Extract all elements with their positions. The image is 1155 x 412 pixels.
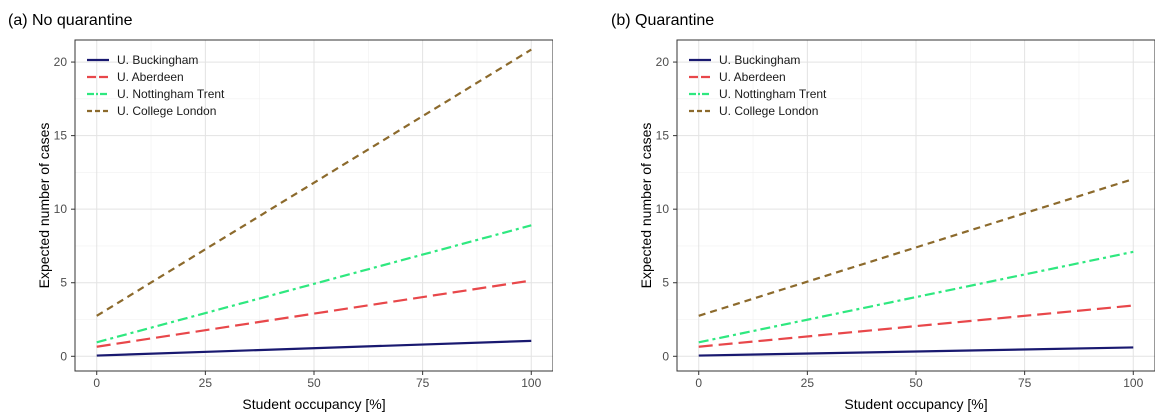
x-tick-label: 25	[199, 376, 213, 390]
series-line-u-aberdeen	[96, 279, 532, 348]
y-tick-label: 10	[54, 202, 68, 216]
x-tick-label: 50	[909, 376, 923, 390]
y-axis-label: Expected number of cases	[36, 123, 52, 289]
legend-label: U. Nottingham Trent	[719, 87, 827, 101]
y-tick-label: 15	[656, 129, 670, 143]
x-tick-label: 75	[416, 376, 430, 390]
series-line-u-aberdeen	[698, 304, 1134, 348]
x-axis-label: Student occupancy [%]	[242, 396, 385, 412]
x-tick-label: 100	[1123, 376, 1143, 390]
chart-quarantine: 0 5 10 15 20 0 25 50 75 100 U. Buckingham U. Aberde…	[638, 39, 1155, 412]
x-tick-label: 0	[695, 376, 702, 390]
panel-b-title: (b) Quarantine	[611, 12, 715, 29]
panel-border	[74, 39, 553, 372]
series-line-u-nottingham-trent	[96, 224, 532, 344]
y-tick-label: 0	[662, 349, 669, 363]
legend-label: U. College London	[117, 104, 216, 118]
legend-label: U. Aberdeen	[117, 70, 184, 84]
y-tick-label: 5	[60, 276, 67, 290]
y-tick-label: 20	[656, 55, 670, 69]
x-axis-label: Student occupancy [%]	[844, 396, 987, 412]
x-tick-label: 25	[801, 376, 815, 390]
series-line-u-college-london	[96, 48, 532, 317]
y-tick-label: 20	[54, 55, 68, 69]
x-tick-label: 100	[521, 376, 541, 390]
legend-label: U. Nottingham Trent	[117, 87, 225, 101]
legend-label: U. Buckingham	[117, 53, 198, 67]
legend-label: U. Buckingham	[719, 53, 800, 67]
series-line-u-buckingham	[698, 346, 1134, 357]
x-tick-label: 0	[93, 376, 100, 390]
y-tick-label: 5	[662, 276, 669, 290]
x-tick-label: 75	[1018, 376, 1032, 390]
legend-label: U. College London	[719, 104, 818, 118]
panel-a-title: (a) No quarantine	[8, 12, 133, 29]
x-tick-label: 50	[307, 376, 321, 390]
y-tick-label: 10	[656, 202, 670, 216]
series-line-u-buckingham	[96, 339, 532, 357]
series-line-u-college-london	[698, 177, 1134, 317]
y-tick-label: 15	[54, 129, 68, 143]
y-axis-label: Expected number of cases	[638, 123, 654, 289]
chart-no-quarantine: 0 5 10 15 20 0 25 50 75 100 U. Buckingham U. Aberde…	[36, 39, 553, 412]
legend-label: U. Aberdeen	[719, 70, 786, 84]
panel-border	[676, 39, 1155, 372]
y-tick-label: 0	[60, 349, 67, 363]
